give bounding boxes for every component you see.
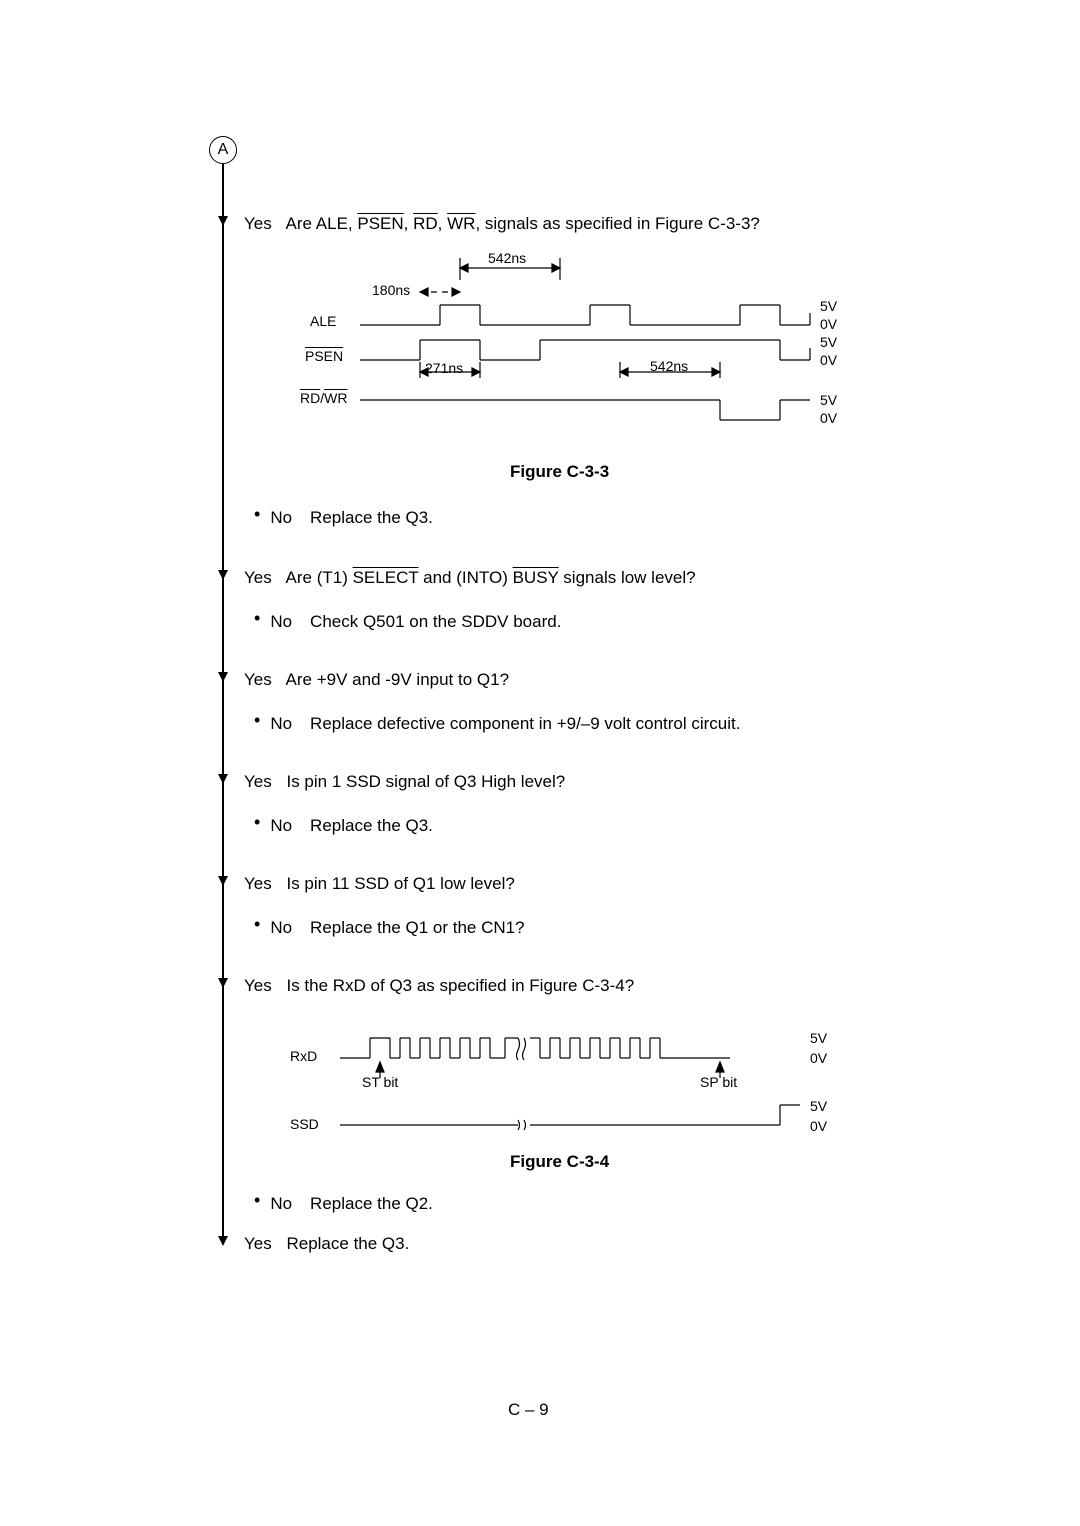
step1-q-mid1: , [404, 214, 413, 233]
fig33-ale-5v: 5V [820, 298, 837, 314]
step1-q-rd: RD [413, 214, 438, 233]
flow-line [222, 164, 224, 1244]
step3-yes-label: Yes [244, 670, 272, 690]
fig33-rdwr-5v: 5V [820, 392, 837, 408]
fig33-271ns: 271ns [425, 360, 463, 376]
step1-no-label: No [270, 508, 292, 528]
fig33-rdwr-label: RD/WR [300, 390, 347, 406]
step2-no: • No Check Q501 on the SDDV board. [254, 612, 561, 632]
fig33-psen-label: PSEN [305, 348, 343, 364]
step1-no: • No Replace the Q3. [254, 508, 433, 528]
step6-q: Is the RxD of Q3 as specified in Figure … [286, 976, 634, 995]
step5-yes: Yes Is pin 11 SSD of Q1 low level? [244, 874, 515, 894]
step4-no: • No Replace the Q3. [254, 816, 433, 836]
step2-no-label: No [270, 612, 292, 632]
step3-no-action: Replace defective component in +9/–9 vol… [310, 714, 740, 734]
fig34-spbit: SP bit [700, 1074, 737, 1090]
step3-q: Are +9V and -9V input to Q1? [286, 670, 510, 689]
step6-yes-label: Yes [244, 976, 272, 996]
step1-yes-label: Yes [244, 214, 272, 234]
fig33-180ns: 180ns [372, 282, 410, 298]
step5-no: • No Replace the Q1 or the CN1? [254, 918, 525, 938]
step4-no-action: Replace the Q3. [310, 816, 433, 836]
step1-q-post: , signals as specified in Figure C-3-3? [475, 214, 759, 233]
fig34-stbit: ST bit [362, 1074, 398, 1090]
fig34-rxd-label: RxD [290, 1048, 317, 1064]
step2-q-mid: and (INTO) [418, 568, 512, 587]
step2-q-pre: Are (T1) [286, 568, 353, 587]
step2-no-action: Check Q501 on the SDDV board. [310, 612, 561, 632]
figure-c-3-3-caption: Figure C-3-3 [510, 462, 609, 482]
flow-arrow-final [218, 1236, 228, 1246]
figure-c-3-4-caption: Figure C-3-4 [510, 1152, 609, 1172]
fig34-ssd-5v: 5V [810, 1098, 827, 1114]
fig33-psen-0v: 0V [820, 352, 837, 368]
page: A Yes Are ALE, PSEN, RD, WR, signals as … [0, 0, 1080, 1526]
fig34-rxd-5v: 5V [810, 1030, 827, 1046]
step1-q-pre: Are ALE, [286, 214, 358, 233]
flow-arrow-4 [218, 774, 228, 784]
step1-yes: Yes Are ALE, PSEN, RD, WR, signals as sp… [244, 214, 760, 234]
figure-c-3-4: RxD SSD ST bit SP bit 5V 0V 5V 0V [280, 1020, 870, 1150]
step5-no-action: Replace the Q1 or the CN1? [310, 918, 525, 938]
step6-no-label: No [270, 1194, 292, 1214]
flow-arrow-3 [218, 672, 228, 682]
step3-yes: Yes Are +9V and -9V input to Q1? [244, 670, 509, 690]
step1-q-psen: PSEN [357, 214, 403, 233]
step3-no: • No Replace defective component in +9/–… [254, 714, 740, 734]
step-final-yes-label: Yes [244, 1234, 272, 1254]
step2-q-select: SELECT [353, 568, 419, 587]
step1-q-mid2: , [438, 214, 447, 233]
page-footer: C – 9 [508, 1400, 549, 1420]
step-final: Yes Replace the Q3. [244, 1234, 409, 1254]
step6-yes: Yes Is the RxD of Q3 as specified in Fig… [244, 976, 634, 996]
step2-yes: Yes Are (T1) SELECT and (INTO) BUSY sign… [244, 568, 696, 588]
fig34-ssd-label: SSD [290, 1116, 319, 1132]
step4-no-label: No [270, 816, 292, 836]
step4-q: Is pin 1 SSD signal of Q3 High level? [286, 772, 565, 791]
fig33-542ns-a: 542ns [488, 250, 526, 266]
fig34-ssd-0v: 0V [810, 1118, 827, 1134]
figure-c-3-3: ALE PSEN RD/WR 180ns 542ns 271ns 542ns 5… [290, 250, 870, 460]
step3-no-label: No [270, 714, 292, 734]
step2-yes-label: Yes [244, 568, 272, 588]
step1-no-action: Replace the Q3. [310, 508, 433, 528]
step4-yes-label: Yes [244, 772, 272, 792]
step5-yes-label: Yes [244, 874, 272, 894]
entry-label: A [218, 141, 229, 159]
fig33-rdwr-0v: 0V [820, 410, 837, 426]
flow-arrow-1 [218, 216, 228, 226]
fig33-ale-label: ALE [310, 313, 336, 329]
figure-c-3-3-svg [290, 250, 870, 450]
step6-no-action: Replace the Q2. [310, 1194, 433, 1214]
step5-q: Is pin 11 SSD of Q1 low level? [286, 874, 514, 893]
flow-arrow-2 [218, 570, 228, 580]
step5-no-label: No [270, 918, 292, 938]
flow-arrow-6 [218, 978, 228, 988]
fig33-542ns-b: 542ns [650, 358, 688, 374]
step6-no: • No Replace the Q2. [254, 1194, 433, 1214]
fig33-psen-5v: 5V [820, 334, 837, 350]
step4-yes: Yes Is pin 1 SSD signal of Q3 High level… [244, 772, 565, 792]
fig33-ale-0v: 0V [820, 316, 837, 332]
step-final-action: Replace the Q3. [286, 1234, 409, 1253]
flow-arrow-5 [218, 876, 228, 886]
step2-q-busy: BUSY [513, 568, 559, 587]
entry-node: A [209, 136, 237, 164]
step2-q-post: signals low level? [559, 568, 696, 587]
fig34-rxd-0v: 0V [810, 1050, 827, 1066]
step1-q-wr: WR [447, 214, 475, 233]
